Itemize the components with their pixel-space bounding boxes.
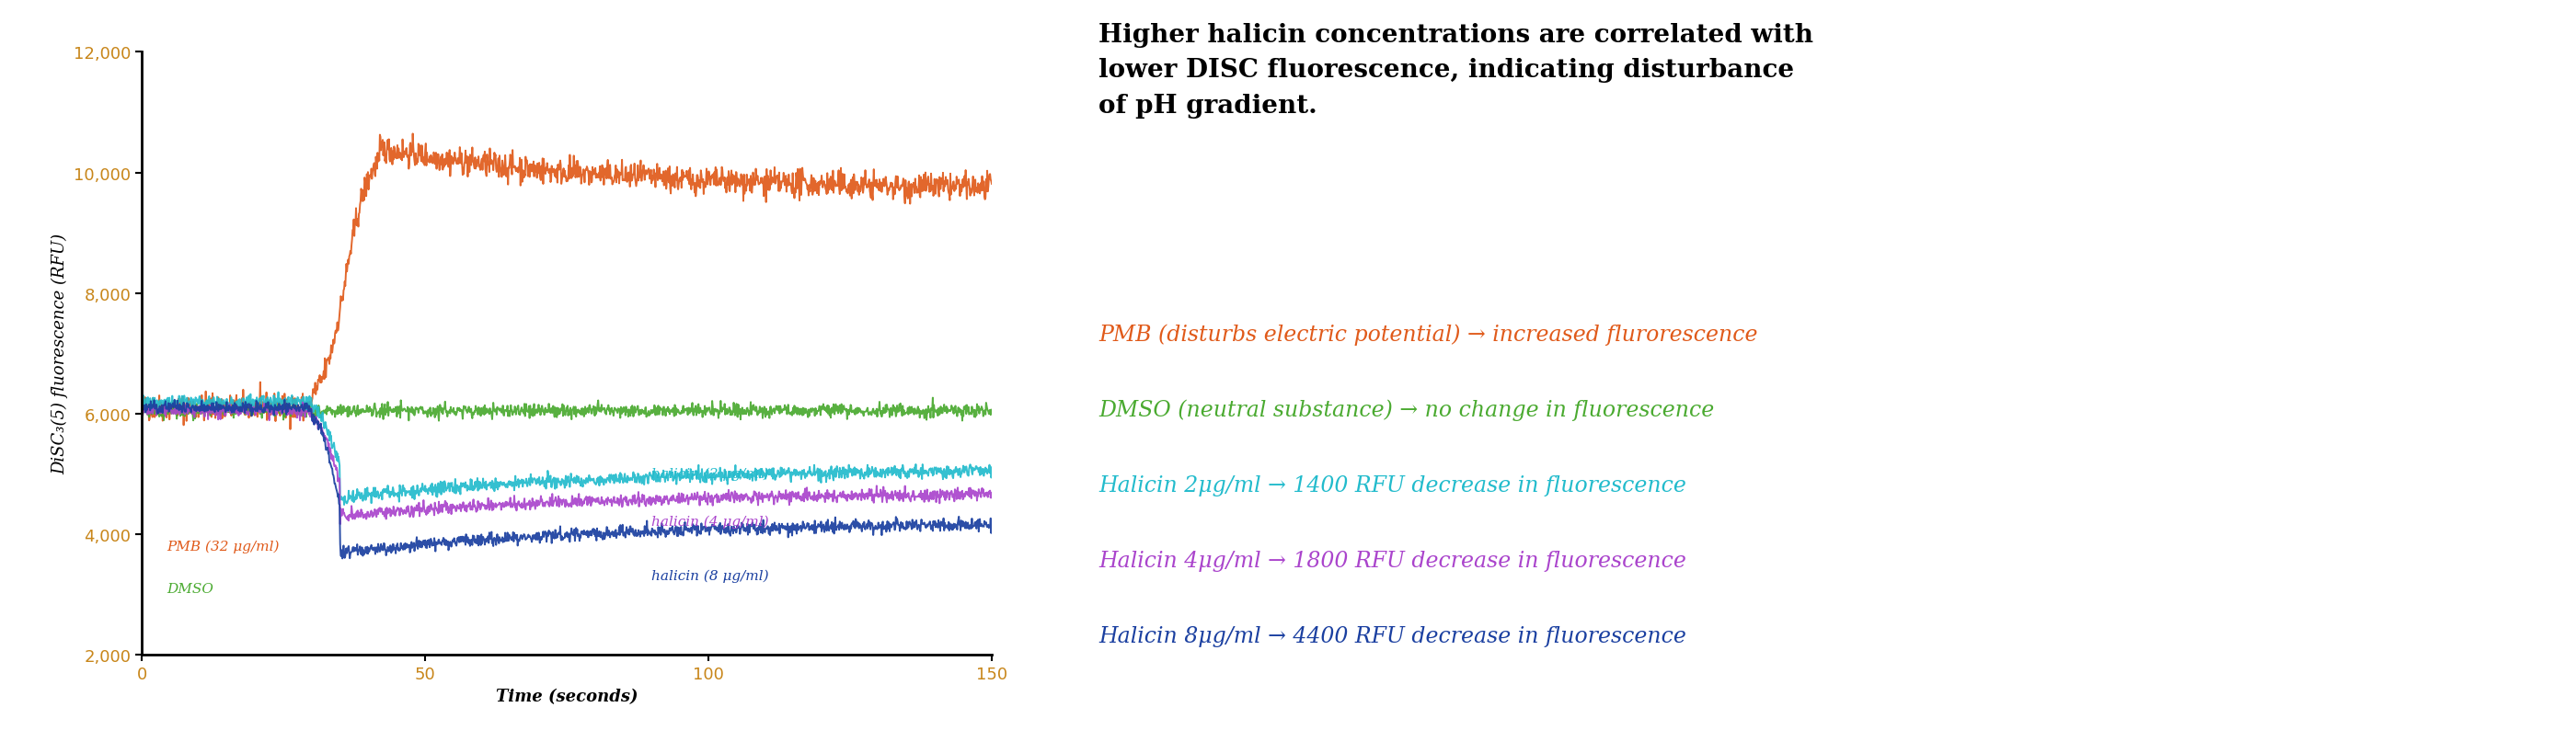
Text: PMB (32 μg/ml): PMB (32 μg/ml) — [167, 539, 281, 553]
Text: halicin (8 μg/ml): halicin (8 μg/ml) — [652, 569, 770, 583]
Text: Halicin 4μg/ml → 1800 RFU decrease in fluorescence: Halicin 4μg/ml → 1800 RFU decrease in fl… — [1100, 550, 1687, 571]
Text: halicin (2 μg/ml): halicin (2 μg/ml) — [652, 467, 770, 480]
Text: DMSO (neutral substance) → no change in fluorescence: DMSO (neutral substance) → no change in … — [1100, 399, 1716, 421]
Text: DMSO: DMSO — [167, 582, 214, 595]
Text: Higher halicin concentrations are correlated with
lower DISC fluorescence, indic: Higher halicin concentrations are correl… — [1100, 23, 1814, 118]
Text: halicin (4 μg/ml): halicin (4 μg/ml) — [652, 515, 770, 529]
Text: Halicin 8μg/ml → 4400 RFU decrease in fluorescence: Halicin 8μg/ml → 4400 RFU decrease in fl… — [1100, 625, 1687, 646]
X-axis label: Time (seconds): Time (seconds) — [495, 687, 639, 704]
Text: Halicin 2μg/ml → 1400 RFU decrease in fluorescence: Halicin 2μg/ml → 1400 RFU decrease in fl… — [1100, 474, 1687, 495]
Text: PMB (disturbs electric potential) → increased flurorescence: PMB (disturbs electric potential) → incr… — [1100, 324, 1757, 346]
Y-axis label: DiSC₃(5) fluorescence (RFU): DiSC₃(5) fluorescence (RFU) — [52, 233, 70, 474]
